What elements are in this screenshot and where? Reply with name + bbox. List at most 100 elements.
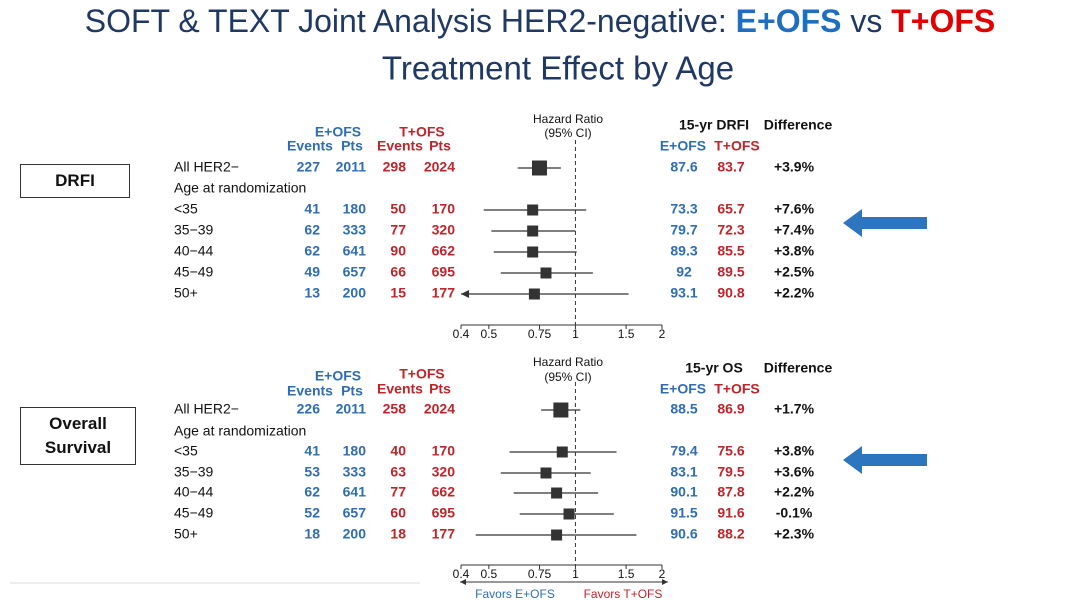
e-events: 62 xyxy=(304,222,320,238)
t-pts: 662 xyxy=(432,484,456,500)
outcome-column: E+OFS xyxy=(660,138,706,154)
t-events: 60 xyxy=(390,505,406,521)
column-header: Pts xyxy=(341,383,363,399)
e-events: 52 xyxy=(304,505,320,521)
group-header: E+OFS xyxy=(315,124,361,140)
e-rate: 73.3 xyxy=(670,201,697,217)
difference: +2.2% xyxy=(774,285,815,301)
x-tick-label: 1.5 xyxy=(618,327,635,341)
row-label: All HER2− xyxy=(174,159,239,175)
e-pts: 2011 xyxy=(336,159,367,175)
t-pts: 170 xyxy=(432,201,456,217)
t-pts: 177 xyxy=(432,285,456,301)
x-tick-label: 0.4 xyxy=(453,327,470,341)
e-events: 226 xyxy=(297,401,321,417)
e-events: 62 xyxy=(304,484,320,500)
hr-point xyxy=(551,487,563,499)
t-events: 63 xyxy=(390,464,406,480)
title-part: vs xyxy=(841,3,891,39)
t-pts: 2024 xyxy=(424,401,455,417)
hr-point xyxy=(532,160,548,176)
t-pts: 177 xyxy=(432,526,456,542)
t-events: 66 xyxy=(390,264,406,280)
e-pts: 180 xyxy=(343,201,367,217)
difference: +7.6% xyxy=(774,201,815,217)
hr-point xyxy=(551,529,563,541)
t-rate: 72.3 xyxy=(717,222,744,238)
t-rate: 85.5 xyxy=(717,243,744,259)
favors-arrow-head xyxy=(662,579,668,585)
column-header: Pts xyxy=(429,381,451,397)
e-rate: 91.5 xyxy=(670,505,697,521)
column-header: Events xyxy=(377,138,423,154)
difference: -0.1% xyxy=(776,505,813,521)
favors-label: Favors E+OFS xyxy=(475,587,555,601)
t-rate: 90.8 xyxy=(717,285,744,301)
t-events: 258 xyxy=(383,401,407,417)
e-events: 62 xyxy=(304,243,320,259)
e-rate: 83.1 xyxy=(670,464,697,480)
x-tick-label: 1.5 xyxy=(618,567,635,581)
x-tick-label: 2 xyxy=(659,567,666,581)
hr-point xyxy=(527,225,539,237)
t-pts: 2024 xyxy=(424,159,455,175)
title-part: T+OFS xyxy=(891,3,995,39)
e-events: 13 xyxy=(304,285,320,301)
t-rate: 75.6 xyxy=(717,443,744,459)
difference: +2.5% xyxy=(774,264,815,280)
e-pts: 641 xyxy=(343,484,367,500)
column-header: Pts xyxy=(341,138,363,154)
t-pts: 695 xyxy=(432,505,456,521)
t-events: 50 xyxy=(390,201,406,217)
e-pts: 200 xyxy=(343,285,367,301)
group-header: T+OFS xyxy=(399,366,445,382)
x-tick-label: 1 xyxy=(572,327,579,341)
t-events: 18 xyxy=(390,526,406,542)
t-rate: 87.8 xyxy=(717,484,744,500)
e-pts: 657 xyxy=(343,264,367,280)
t-events: 90 xyxy=(390,243,406,259)
e-rate: 79.4 xyxy=(670,443,697,459)
e-pts: 180 xyxy=(343,443,367,459)
t-events: 77 xyxy=(390,484,406,500)
panel-label: DRFI xyxy=(20,164,130,198)
e-pts: 641 xyxy=(343,243,367,259)
e-rate: 88.5 xyxy=(670,401,697,417)
e-pts: 657 xyxy=(343,505,367,521)
hr-point xyxy=(563,508,575,520)
hr-header: (95% CI) xyxy=(544,126,591,140)
difference: +3.6% xyxy=(774,464,815,480)
outcome-column: E+OFS xyxy=(660,381,706,397)
e-rate: 79.7 xyxy=(670,222,697,238)
group-header: T+OFS xyxy=(399,124,445,140)
t-rate: 83.7 xyxy=(717,159,744,175)
difference: +1.7% xyxy=(774,401,815,417)
difference: +3.8% xyxy=(774,243,815,259)
e-rate: 93.1 xyxy=(670,285,697,301)
hr-header: Hazard Ratio xyxy=(533,112,603,126)
hr-point xyxy=(540,467,552,479)
e-events: 41 xyxy=(304,201,320,217)
t-rate: 89.5 xyxy=(717,264,744,280)
e-rate: 90.1 xyxy=(670,484,697,500)
e-rate: 92 xyxy=(676,264,692,280)
outcome-column: T+OFS xyxy=(714,138,760,154)
x-tick-label: 1 xyxy=(572,567,579,581)
t-events: 298 xyxy=(383,159,407,175)
subheading: Age at randomization xyxy=(174,180,306,196)
hr-point xyxy=(556,446,568,458)
x-tick-label: 0.5 xyxy=(481,327,498,341)
e-events: 41 xyxy=(304,443,320,459)
title: SOFT & TEXT Joint Analysis HER2-negative… xyxy=(85,3,996,39)
title-part: SOFT & TEXT Joint Analysis HER2-negative… xyxy=(85,3,736,39)
difference: +3.8% xyxy=(774,443,815,459)
difference: +3.9% xyxy=(774,159,815,175)
t-rate: 65.7 xyxy=(717,201,744,217)
t-pts: 320 xyxy=(432,222,456,238)
e-pts: 200 xyxy=(343,526,367,542)
t-pts: 662 xyxy=(432,243,456,259)
column-header: Pts xyxy=(429,138,451,154)
favors-arrow-head xyxy=(460,579,466,585)
row-label: 40−44 xyxy=(174,484,214,500)
